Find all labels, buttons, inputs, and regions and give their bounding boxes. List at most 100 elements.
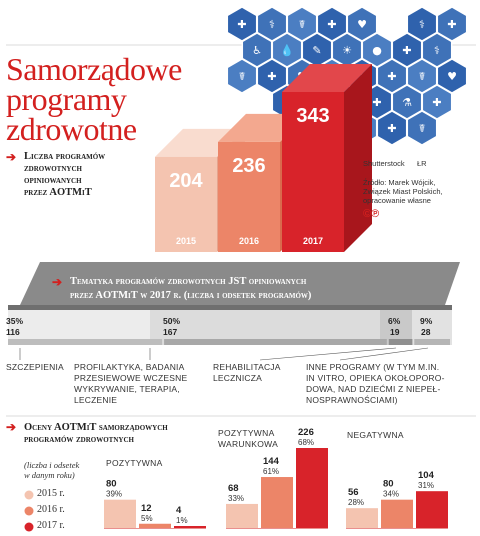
rating-pct-2-2: 31% [418, 481, 434, 490]
rating-pct-0-2: 1% [176, 516, 188, 525]
hospital-bed-icon: ⚕ [269, 18, 275, 31]
count-value-2015: 204 [169, 170, 203, 192]
section1-arrow-icon: ➔ [6, 150, 17, 164]
topic-count-3: 19 [390, 327, 400, 337]
topic-pct-2: 50% [163, 316, 181, 326]
topic-label-2-line-4: LECZENIE [74, 395, 118, 405]
clipboard-icon: ✚ [387, 122, 396, 135]
rating-value-0-2: 4 [176, 505, 182, 516]
rating-pct-0-0: 39% [106, 490, 122, 499]
section3-heading-1: Oceny AOTMiT samorządowych [24, 422, 168, 433]
topic-label-1: SZCZEPIENIA [6, 362, 64, 372]
section3-arrow-icon: ➔ [6, 420, 17, 434]
count-box-front-2017 [282, 92, 344, 252]
rating-pct-1-1: 61% [263, 467, 279, 476]
stethoscope-icon: ✚ [402, 44, 411, 57]
rating-value-1-2: 226 [298, 427, 314, 438]
credit-shutterstock: Shutterstock [363, 159, 405, 168]
nurse-icon: ☤ [298, 18, 305, 31]
rating-pct-0-1: 5% [141, 514, 153, 523]
hex-tile [406, 110, 438, 146]
title-line-2: programy [6, 81, 127, 117]
rating-group-title-2-line-1: POZYTYWNA [218, 428, 275, 438]
rating-bar-0-2 [174, 526, 206, 528]
rating-group-title-2-line-2: WARUNKOWA [218, 439, 279, 449]
topic-label-4-line-2: IN VITRO, OPIEKA OKOŁOPORO- [306, 373, 445, 383]
legend-note-1: (liczba i odsetek [24, 460, 80, 470]
topic-fan-2 [150, 310, 380, 345]
ribbon-icon: ♥ [357, 18, 367, 31]
title-line-1: Samorządowe [6, 51, 182, 87]
rating-value-0-0: 80 [106, 479, 117, 490]
topic-label-4-line-4: NOSPRAWNOŚCIAMI) [306, 395, 398, 405]
microscope-icon: ✚ [447, 18, 456, 31]
topic-count-2: 167 [163, 327, 178, 337]
rating-pct-2-1: 34% [383, 490, 399, 499]
rating-value-2-0: 56 [348, 487, 359, 498]
count-box-top-2017 [282, 64, 372, 92]
topic-share-bar [388, 339, 413, 345]
credit-lr: ŁR [417, 159, 427, 168]
section2-heading-1: Tematyka programów zdrowotnych JST opini… [70, 276, 307, 287]
medicine-bottle-icon: ⚗ [387, 18, 397, 31]
topic-label-3-line-2: LECZNICZA [213, 373, 263, 383]
rating-bar-2-1 [381, 499, 413, 528]
topic-share-bar [8, 339, 163, 345]
drop-icon: 💧 [280, 44, 294, 57]
rating-bar-1-0 [226, 503, 258, 528]
topic-label-4-line-3: DOWA, NAD DZIEĆMI Z NIEPEŁ- [306, 384, 441, 394]
capsule-icon: ☤ [238, 70, 245, 83]
rating-bar-1-1 [261, 477, 293, 528]
rating-group-title-1: POZYTYWNA [106, 458, 163, 468]
count-box-side-2017 [344, 64, 372, 252]
ambulance-icon: ✚ [237, 18, 246, 31]
syringe-icon: ✎ [312, 44, 321, 57]
rating-bar-2-2 [416, 491, 448, 528]
rating-pct-1-0: 33% [228, 494, 244, 503]
topic-pct-3: 6% [388, 316, 401, 326]
source-line-2: Związek Miast Polskich, [363, 187, 443, 196]
legend-swatch-2016 [24, 506, 34, 516]
section2-heading-2: przez AOTMiT w 2017 r. (liczba i odsetek… [70, 290, 312, 301]
section2-arrow-icon: ➔ [52, 275, 63, 289]
rating-value-1-1: 144 [263, 456, 280, 467]
topic-label-2-line-1: PROFILAKTYKA, BADANIA [74, 362, 185, 372]
rating-bar-0-1 [139, 523, 171, 528]
legend-label-2016: 2016 r. [37, 504, 65, 515]
medicine-bottle-icon: ♥ [447, 70, 457, 83]
legend-swatch-2017 [24, 522, 34, 532]
section1-heading-4: przez AOTMiT [24, 187, 92, 198]
topic-fan-3 [380, 310, 412, 345]
count-value-2017: 343 [296, 105, 329, 127]
first-aid-kit-icon: ✚ [327, 18, 336, 31]
thermometer-icon: ⚕ [419, 18, 425, 31]
topic-label-2-line-3: WYKRYWANIE, TERAPIA, [74, 384, 180, 394]
rating-value-2-1: 80 [383, 479, 394, 490]
count-year-2016: 2016 [239, 236, 259, 246]
brain-icon: ☀ [342, 44, 352, 57]
title-line-3: zdrowotne [6, 111, 137, 147]
brain-icon: ✚ [432, 96, 441, 109]
topic-band-strip [8, 305, 452, 310]
legend-swatch-2015 [24, 490, 34, 500]
topic-count-1: 116 [6, 327, 20, 337]
section1-heading-1: Liczba programów [24, 151, 106, 162]
topic-fan-1 [8, 310, 150, 345]
doctor-icon: ✚ [267, 70, 276, 83]
rating-bar-2-0 [346, 508, 378, 528]
section1-heading-3: opiniowanych [24, 175, 82, 186]
legend-label-2017: 2017 r. [37, 520, 65, 531]
count-value-2016: 236 [232, 155, 265, 177]
topic-share-bar [164, 339, 387, 345]
clipboard-icon: ⚕ [434, 44, 440, 57]
rating-group-title-3: NEGATYWNA [347, 430, 404, 440]
topic-label-4-line-1: INNE PROGRAMY (W TYM M.IN. [306, 362, 440, 372]
rating-value-1-0: 68 [228, 483, 239, 494]
first-aid-kit-icon: ✚ [387, 70, 396, 83]
rating-pct-2-0: 28% [348, 498, 364, 507]
drop-icon: ✚ [372, 96, 381, 109]
rating-value-2-2: 104 [418, 470, 435, 481]
count-year-2017: 2017 [303, 236, 323, 246]
section3-heading-2: programów zdrowotnych [24, 434, 134, 445]
capsule-icon: ☤ [418, 122, 425, 135]
